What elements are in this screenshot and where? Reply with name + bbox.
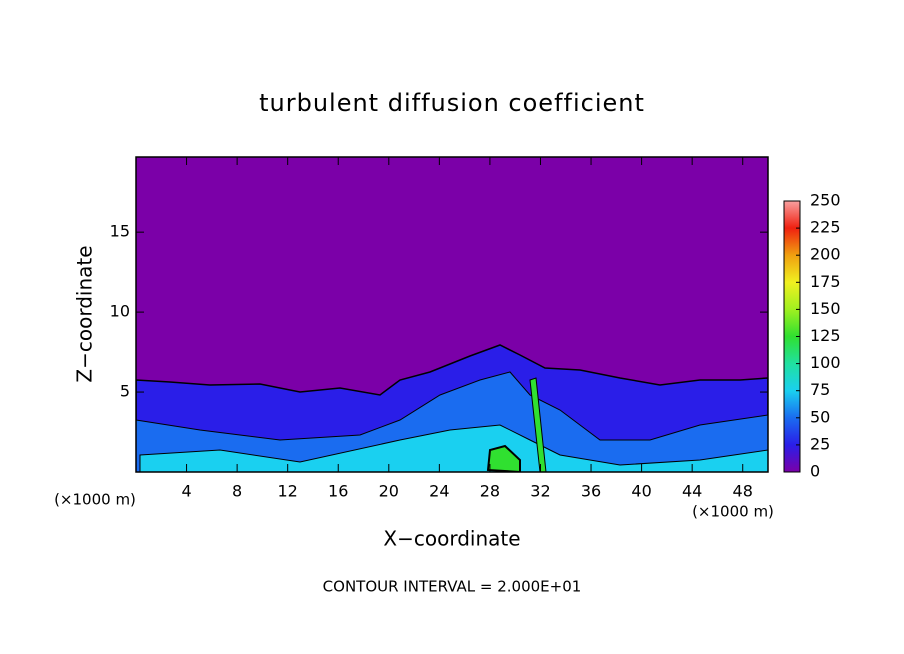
colorbar-tick-label: 150 — [810, 299, 841, 318]
colorbar-tick-label: 50 — [810, 407, 830, 426]
plot-frame — [135, 156, 769, 473]
x-tick-label: 16 — [328, 482, 348, 501]
x-tick-label: 40 — [631, 482, 651, 501]
field-region — [529, 377, 547, 472]
x-tick-label: 8 — [232, 482, 242, 501]
chart-title: turbulent diffusion coefficient — [259, 89, 645, 117]
y-tick-label: 10 — [110, 302, 130, 321]
x-tick-label: 32 — [530, 482, 550, 501]
colorbar-tick-label: 0 — [810, 462, 820, 481]
colorbar-tick-label: 250 — [810, 191, 841, 210]
x-tick-label: 4 — [181, 482, 191, 501]
x-axis-label: X−coordinate — [383, 527, 520, 551]
field — [136, 157, 768, 472]
colorbar-tick-label: 200 — [810, 245, 841, 264]
colorbar-tick-label: 100 — [810, 353, 841, 372]
x-unit-label: (×1000 m) — [692, 503, 774, 521]
y-tick-label: 5 — [120, 382, 130, 401]
colorbar-tick-label: 125 — [810, 326, 841, 345]
colorbar-tick-label: 75 — [810, 380, 830, 399]
colorbar-tick-label: 225 — [810, 218, 841, 237]
colorbar-tick-label: 25 — [810, 434, 830, 453]
y-axis-label: Z−coordinate — [73, 245, 97, 382]
colorbar-tick-label: 175 — [810, 272, 841, 291]
annotation: CONTOUR INTERVAL = 2.000E+01 — [323, 578, 582, 596]
field-region — [139, 424, 768, 472]
y-unit-label: (×1000 m) — [54, 491, 136, 509]
x-tick-label: 44 — [682, 482, 702, 501]
y-tick-label: 15 — [110, 222, 130, 241]
field-region — [136, 371, 768, 472]
x-tick-label: 48 — [733, 482, 753, 501]
x-tick-label: 36 — [581, 482, 601, 501]
x-tick-label: 12 — [278, 482, 298, 501]
x-tick-label: 24 — [429, 482, 449, 501]
x-tick-label: 20 — [379, 482, 399, 501]
x-tick-label: 28 — [480, 482, 500, 501]
